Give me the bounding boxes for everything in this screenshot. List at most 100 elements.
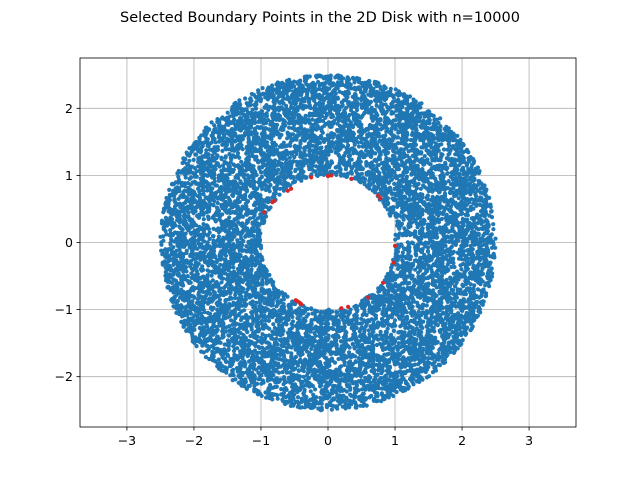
data-point bbox=[293, 167, 298, 172]
data-point bbox=[239, 159, 244, 164]
data-point bbox=[175, 298, 180, 304]
data-point bbox=[242, 308, 247, 313]
data-point bbox=[291, 106, 296, 111]
data-point bbox=[231, 348, 237, 354]
data-point bbox=[412, 279, 417, 284]
data-point bbox=[206, 216, 211, 222]
data-point bbox=[281, 297, 286, 302]
chart-title: Selected Boundary Points in the 2D Disk … bbox=[120, 10, 520, 26]
data-point bbox=[259, 335, 264, 340]
data-point bbox=[334, 309, 339, 315]
data-point bbox=[252, 117, 257, 122]
data-point bbox=[181, 233, 186, 238]
data-point bbox=[370, 300, 375, 305]
data-point bbox=[371, 89, 376, 94]
data-point bbox=[421, 359, 426, 364]
data-point bbox=[180, 160, 185, 166]
data-point bbox=[463, 149, 469, 154]
data-point bbox=[327, 86, 332, 91]
data-point bbox=[389, 111, 394, 116]
data-point bbox=[427, 374, 432, 379]
data-point bbox=[267, 189, 272, 194]
data-point bbox=[209, 140, 214, 145]
data-point bbox=[413, 267, 418, 272]
data-point bbox=[483, 294, 488, 299]
data-point bbox=[364, 403, 369, 408]
data-point bbox=[461, 321, 466, 326]
data-point bbox=[421, 183, 426, 188]
data-point bbox=[284, 370, 289, 375]
data-point bbox=[233, 289, 238, 294]
data-point bbox=[185, 153, 190, 158]
data-point bbox=[309, 172, 314, 177]
data-point bbox=[248, 333, 253, 339]
data-point bbox=[391, 393, 396, 399]
data-point bbox=[218, 189, 224, 194]
data-point bbox=[406, 320, 411, 326]
data-point bbox=[268, 205, 273, 210]
data-point bbox=[358, 403, 363, 408]
data-point bbox=[476, 231, 481, 236]
data-point bbox=[489, 245, 495, 250]
data-point bbox=[436, 351, 441, 356]
data-point bbox=[325, 389, 330, 394]
data-point bbox=[283, 358, 289, 363]
data-point bbox=[333, 150, 338, 155]
data-point bbox=[371, 318, 376, 323]
data-point bbox=[356, 144, 362, 149]
data-point bbox=[469, 230, 474, 235]
data-point bbox=[424, 142, 429, 147]
data-point bbox=[426, 356, 431, 361]
data-point bbox=[302, 387, 307, 392]
data-point bbox=[408, 148, 413, 153]
data-point bbox=[324, 405, 329, 410]
data-point bbox=[239, 236, 244, 241]
data-point bbox=[401, 217, 406, 222]
data-point bbox=[187, 158, 192, 163]
data-point bbox=[271, 322, 276, 327]
data-point bbox=[231, 114, 236, 119]
data-point bbox=[221, 163, 226, 168]
data-point bbox=[194, 152, 199, 157]
data-point bbox=[460, 338, 465, 343]
data-point bbox=[303, 306, 308, 311]
data-point bbox=[285, 337, 290, 342]
data-point bbox=[264, 280, 269, 285]
data-point bbox=[168, 258, 173, 263]
data-point bbox=[472, 283, 477, 288]
data-point bbox=[193, 209, 198, 214]
data-point bbox=[491, 242, 496, 247]
data-point bbox=[287, 125, 292, 130]
data-point bbox=[249, 310, 254, 315]
data-point bbox=[429, 145, 434, 150]
data-point bbox=[455, 167, 460, 172]
data-point bbox=[313, 387, 318, 392]
data-point bbox=[301, 374, 306, 379]
data-point bbox=[260, 277, 265, 283]
data-point bbox=[251, 92, 256, 97]
data-point bbox=[430, 282, 435, 287]
data-point bbox=[285, 136, 290, 141]
data-point bbox=[256, 88, 261, 93]
data-point bbox=[366, 92, 371, 97]
data-point bbox=[377, 149, 382, 154]
data-point bbox=[424, 195, 429, 200]
data-point bbox=[361, 175, 366, 181]
data-point bbox=[385, 207, 390, 212]
all-points-series bbox=[158, 73, 498, 413]
data-point bbox=[257, 125, 262, 130]
data-point bbox=[493, 245, 498, 250]
data-point bbox=[433, 279, 438, 284]
data-point bbox=[364, 312, 369, 318]
data-point bbox=[441, 147, 447, 152]
data-point bbox=[231, 265, 236, 270]
data-point bbox=[447, 143, 452, 149]
data-point bbox=[222, 159, 227, 164]
data-point bbox=[275, 396, 280, 401]
data-point bbox=[229, 131, 234, 136]
data-point bbox=[347, 345, 352, 350]
data-point bbox=[439, 142, 444, 147]
data-point bbox=[491, 227, 496, 232]
